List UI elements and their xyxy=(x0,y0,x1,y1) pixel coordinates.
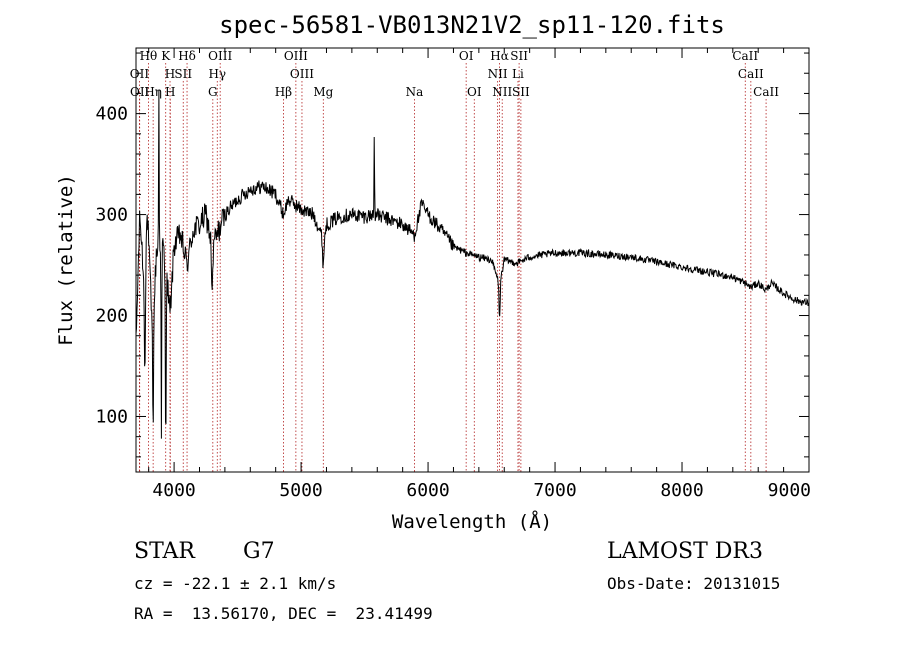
spectral-line-label: Mg xyxy=(313,85,333,99)
coordinates-readout: RA = 13.56170, DEC = 23.41499 xyxy=(134,604,433,623)
spectral-line-label: Hδ xyxy=(178,49,196,63)
y-tick-label: 100 xyxy=(95,406,128,427)
spectral-line-label: OIII xyxy=(290,67,314,81)
survey-name: LAMOST DR3 xyxy=(607,539,763,564)
spectral-line-label: OII xyxy=(130,85,150,99)
spectral-line-label: H xyxy=(165,67,175,81)
spectral-subclass: G7 xyxy=(243,539,275,564)
spectral-line-label: OIII xyxy=(284,49,308,63)
y-tick-label: 200 xyxy=(95,306,128,327)
chart-title: spec-56581-VB013N21V2_sp11-120.fits xyxy=(219,11,725,39)
spectral-line-label: OIII xyxy=(208,49,232,63)
x-tick-label: 5000 xyxy=(279,480,322,501)
spectral-line-label: Li xyxy=(512,67,524,81)
spectral-line-label: Na xyxy=(406,85,424,99)
plot-frame xyxy=(135,47,810,473)
spectral-line-label: Hη xyxy=(144,85,162,99)
spectral-line-label: Hβ xyxy=(275,85,292,99)
spectral-line-label: Hγ xyxy=(208,67,226,81)
spectral-line-label: SII xyxy=(174,67,192,81)
x-tick-label: 8000 xyxy=(660,480,703,501)
spectral-line-label: Hα xyxy=(490,49,509,63)
x-tick-label: 9000 xyxy=(768,480,811,501)
spectral-line-label: Hθ xyxy=(140,49,158,63)
spectral-line-label: OII xyxy=(130,67,150,81)
spectral-line-markers xyxy=(139,63,767,472)
redshift-readout: cz = -22.1 ± 2.1 km/s xyxy=(134,574,337,593)
spectrum-line xyxy=(135,89,810,439)
y-axis-ticks: 100 200 300 400 xyxy=(95,52,809,458)
spectral-line-label: G xyxy=(208,85,218,99)
observation-date: Obs-Date: 20131015 xyxy=(607,574,781,593)
spectral-line-label: CaII xyxy=(753,85,779,99)
spectral-line-label: SII xyxy=(510,49,528,63)
y-tick-label: 300 xyxy=(95,205,128,226)
object-class: STAR xyxy=(134,539,195,564)
spectral-line-label: CaII xyxy=(738,67,764,81)
spectral-line-label: H xyxy=(165,85,175,99)
y-tick-label: 400 xyxy=(95,104,128,125)
x-tick-label: 4000 xyxy=(152,480,195,501)
spectral-line-label: OI xyxy=(467,85,482,99)
y-axis-label: Flux (relative) xyxy=(55,174,77,346)
x-tick-label: 6000 xyxy=(406,480,449,501)
x-axis-ticks: 4000 5000 6000 7000 8000 9000 xyxy=(148,48,811,501)
spectral-line-label: CaII xyxy=(732,49,758,63)
spectral-line-label: K xyxy=(161,49,171,63)
spectral-line-label: OI xyxy=(459,49,474,63)
spectral-line-label: NII xyxy=(492,85,512,99)
spectral-line-label: NII xyxy=(488,67,508,81)
spectral-line-label: SII xyxy=(512,85,530,99)
x-tick-label: 7000 xyxy=(533,480,576,501)
x-axis-label: Wavelength (Å) xyxy=(392,510,552,533)
